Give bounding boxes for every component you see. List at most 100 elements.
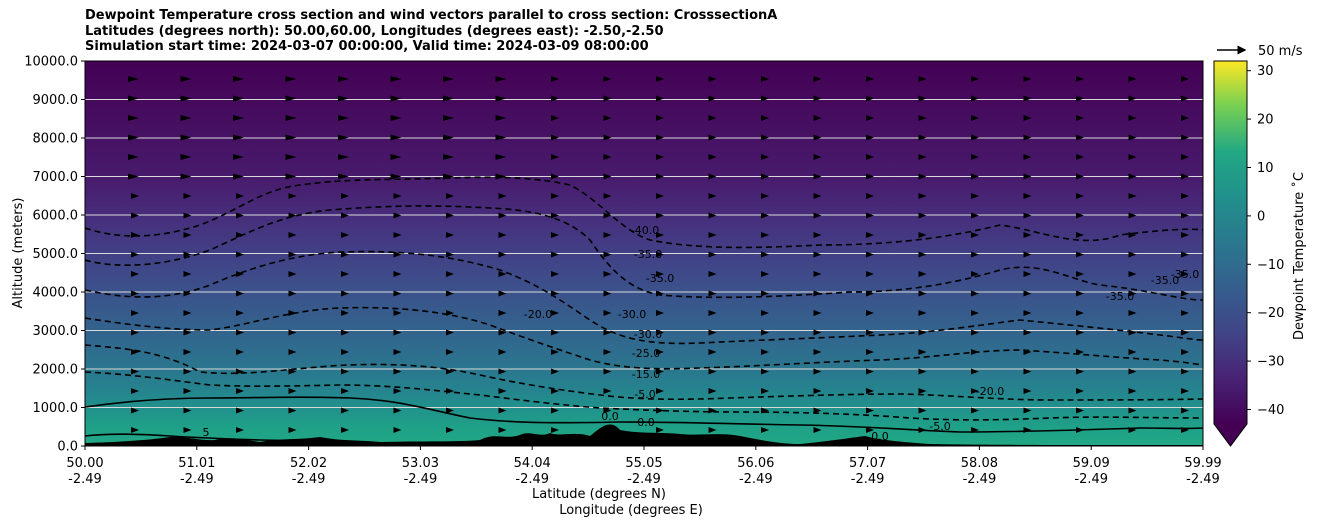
wind-vector bbox=[551, 212, 559, 219]
wind-vector bbox=[1128, 290, 1137, 297]
colorbar-extend-min bbox=[1214, 424, 1247, 446]
wind-vector bbox=[971, 95, 979, 102]
wind-vector bbox=[131, 407, 139, 414]
wind-vector bbox=[656, 193, 664, 199]
wind-vector bbox=[393, 427, 402, 433]
grid-lines bbox=[85, 99, 1203, 408]
wind-vector bbox=[918, 232, 927, 238]
wind-vector bbox=[1181, 368, 1189, 375]
x-tick-lat: 51.01 bbox=[178, 456, 215, 471]
wind-vector bbox=[1076, 76, 1084, 82]
wind-vector bbox=[656, 115, 664, 121]
wind-vector bbox=[1023, 290, 1032, 297]
wind-vector bbox=[236, 290, 244, 297]
wind-vector bbox=[446, 271, 454, 277]
wind-vector bbox=[180, 95, 192, 102]
x-tick-lat: 54.04 bbox=[514, 456, 551, 471]
wind-vector bbox=[1181, 193, 1189, 199]
wind-vector bbox=[551, 115, 559, 121]
wind-vector bbox=[761, 407, 769, 414]
wind-vector bbox=[341, 212, 349, 219]
wind-vector bbox=[918, 95, 927, 102]
wind-vector bbox=[393, 232, 402, 238]
wind-vector bbox=[551, 95, 559, 102]
wind-vector bbox=[813, 388, 822, 394]
wind-vector bbox=[393, 251, 402, 258]
wind-vector bbox=[1023, 193, 1032, 199]
y-tick-label: 2000.0 bbox=[33, 363, 79, 378]
wind-vector bbox=[341, 407, 349, 414]
wind-vector bbox=[708, 154, 717, 160]
wind-vector bbox=[971, 349, 979, 355]
wind-vector bbox=[1128, 115, 1137, 121]
x-axis-label-latitude: Latitude (degrees N) bbox=[532, 487, 666, 502]
wind-vector bbox=[233, 76, 244, 82]
wind-vector bbox=[236, 388, 244, 394]
wind-vector bbox=[1128, 134, 1137, 141]
wind-vector bbox=[233, 154, 244, 160]
wind-vector bbox=[183, 232, 192, 238]
wind-vector bbox=[341, 349, 349, 355]
wind-vector bbox=[285, 95, 297, 102]
contour-label: 0.0 bbox=[637, 416, 655, 429]
colorbar-label: Dewpoint Temperature ˚C bbox=[1291, 172, 1307, 340]
wind-vector bbox=[288, 212, 297, 219]
wind-vector bbox=[183, 407, 192, 414]
wind-vector bbox=[446, 212, 454, 219]
wind-vector bbox=[866, 154, 874, 160]
contour-dashed-2 bbox=[85, 205, 1203, 301]
wind-vector bbox=[446, 349, 454, 355]
wind-vector bbox=[866, 290, 874, 297]
wind-vector bbox=[131, 232, 139, 238]
contour-labels: -40.0-35.0-35.0-20.0 -30.0-30.0-25.0-15.0… bbox=[203, 224, 1200, 443]
contour-label: -15.0 bbox=[632, 368, 660, 381]
wind-vector bbox=[813, 329, 822, 336]
wind-vector bbox=[180, 173, 192, 180]
wind-vector bbox=[495, 134, 507, 141]
wind-vector bbox=[131, 251, 139, 258]
colorbar-tick-label: −30 bbox=[1257, 355, 1284, 370]
wind-vector bbox=[180, 134, 192, 141]
x-tick-lat: 58.08 bbox=[961, 456, 998, 471]
wind-vector bbox=[393, 193, 402, 199]
wind-vector bbox=[551, 173, 559, 180]
wind-vector bbox=[866, 310, 874, 316]
wind-vector bbox=[443, 115, 454, 121]
wind-vector bbox=[1128, 173, 1137, 180]
wind-vector bbox=[236, 271, 244, 277]
contour-label: -20.0 bbox=[976, 385, 1004, 398]
wind-vector bbox=[288, 232, 297, 238]
wind-vector bbox=[446, 427, 454, 433]
contour-label: -30.0 bbox=[634, 328, 662, 341]
wind-vector bbox=[1076, 368, 1084, 375]
wind-vector bbox=[971, 388, 979, 394]
wind-vector bbox=[498, 349, 507, 355]
wind-vector bbox=[918, 349, 927, 355]
wind-vector bbox=[708, 212, 717, 219]
wind-vector bbox=[131, 368, 139, 375]
wind-vector bbox=[708, 290, 717, 297]
wind-vector bbox=[971, 368, 979, 375]
wind-vector bbox=[288, 310, 297, 316]
wind-vector bbox=[1076, 310, 1084, 316]
wind-vector bbox=[761, 251, 769, 258]
wind-vector bbox=[1128, 212, 1137, 219]
wind-vector bbox=[1076, 407, 1084, 414]
wind-vector bbox=[233, 173, 244, 180]
wind-vector bbox=[446, 232, 454, 238]
wind-vector bbox=[761, 193, 769, 199]
wind-vector bbox=[446, 290, 454, 297]
wind-vector bbox=[393, 329, 402, 336]
wind-vector bbox=[971, 427, 979, 433]
wind-vector bbox=[866, 76, 874, 82]
wind-vector bbox=[183, 427, 192, 433]
wind-vector bbox=[603, 407, 612, 414]
wind-vector bbox=[1181, 154, 1189, 160]
wind-vector bbox=[288, 290, 297, 297]
wind-vector bbox=[183, 193, 192, 199]
wind-vector bbox=[761, 115, 769, 121]
wind-vector bbox=[551, 427, 559, 433]
wind-vector bbox=[971, 251, 979, 258]
wind-vector bbox=[1023, 115, 1032, 121]
wind-vector bbox=[761, 173, 769, 180]
